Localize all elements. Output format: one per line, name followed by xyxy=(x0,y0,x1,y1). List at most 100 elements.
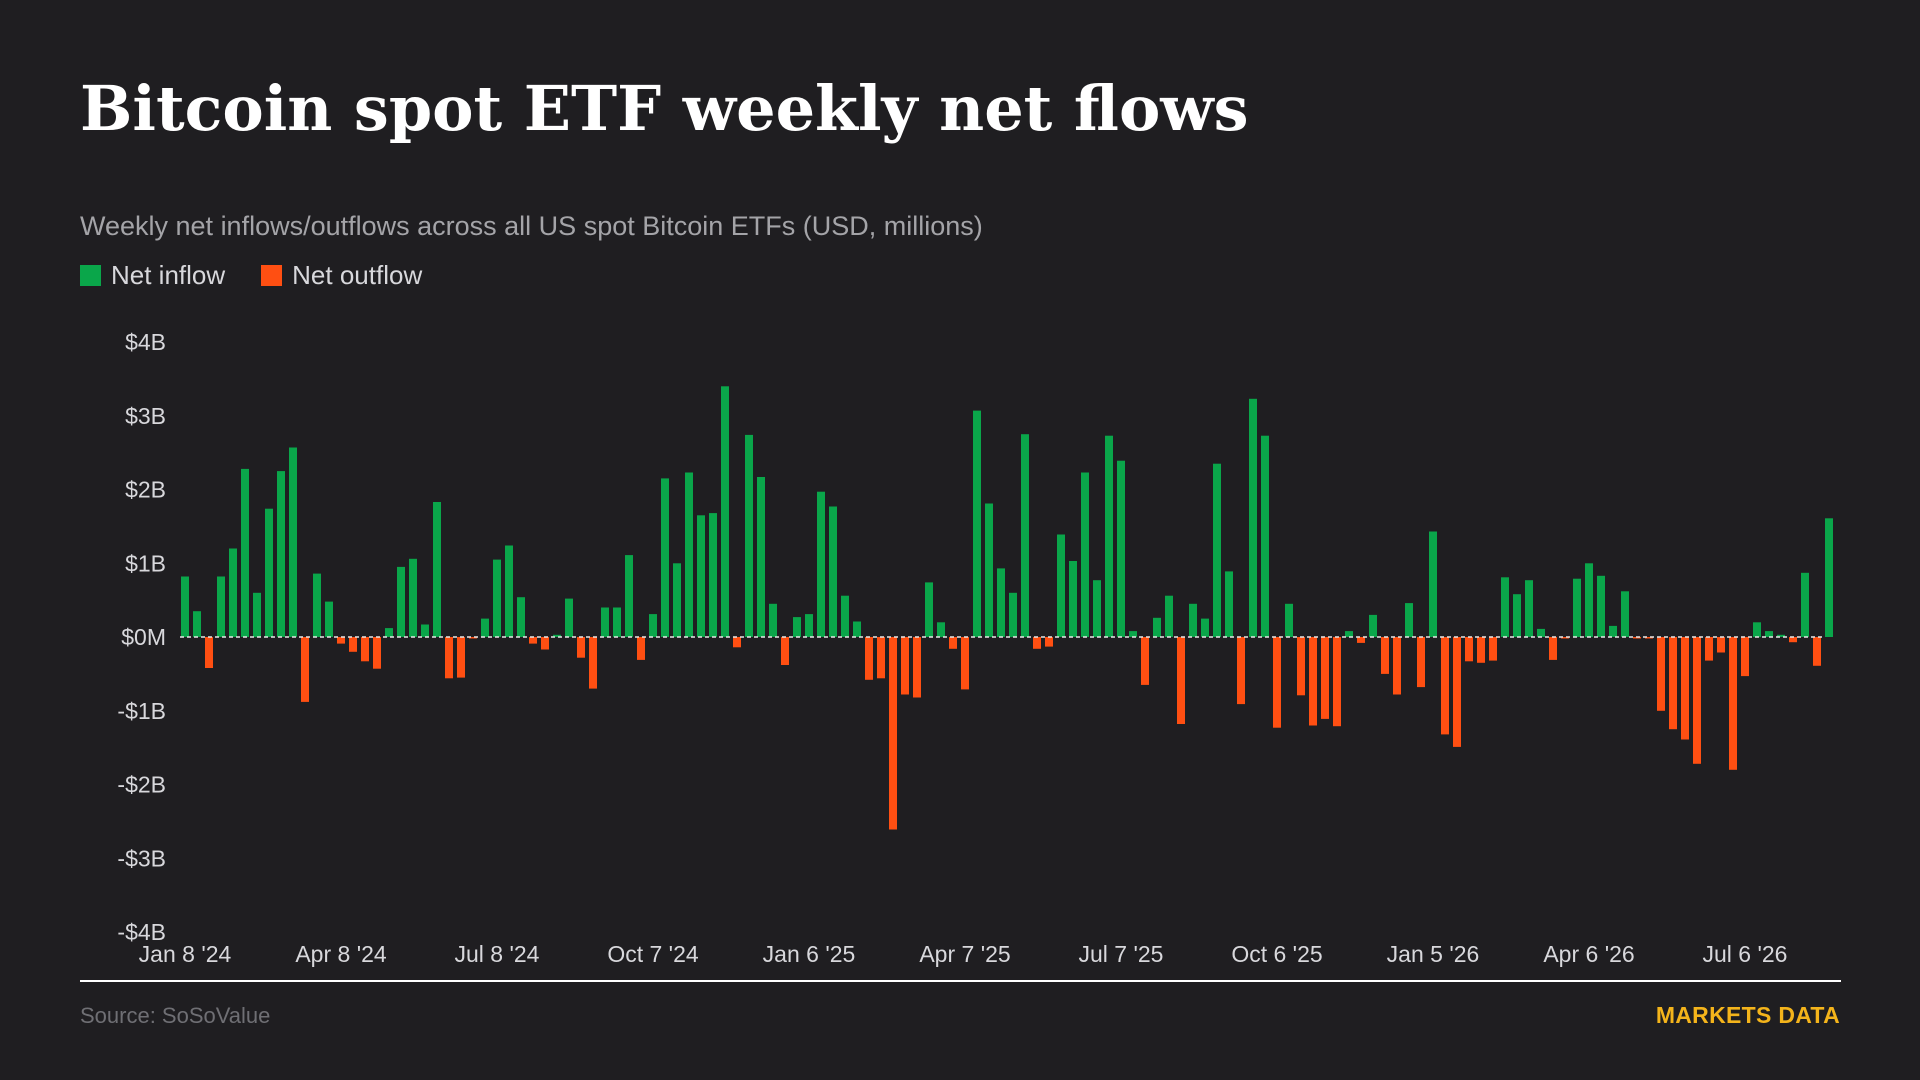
legend-item-inflow: Net inflow xyxy=(80,260,225,291)
x-tick-label: Jul 7 '25 xyxy=(1079,941,1164,967)
outflow-bar xyxy=(1561,637,1569,639)
outflow-bar xyxy=(529,637,537,644)
inflow-bar xyxy=(505,545,513,637)
inflow-bar xyxy=(649,614,657,637)
inflow-bar xyxy=(565,598,573,637)
inflow-bar xyxy=(1405,603,1413,637)
outflow-bar xyxy=(1177,637,1185,724)
outflow-bar xyxy=(1273,637,1281,728)
inflow-bar xyxy=(937,622,945,638)
brand-label: MARKETS DATA xyxy=(1655,1002,1840,1028)
footer-rule xyxy=(80,980,1841,982)
inflow-bar xyxy=(1201,618,1209,637)
outflow-bar xyxy=(1549,637,1557,660)
outflow-bar xyxy=(1789,637,1797,643)
y-tick-label: $1B xyxy=(125,550,166,576)
x-tick-label: Jan 6 '25 xyxy=(763,941,856,967)
inflow-bar xyxy=(601,607,609,637)
inflow-bar xyxy=(1609,625,1617,637)
inflow-bar xyxy=(1225,571,1233,637)
inflow-bar xyxy=(1513,594,1521,637)
inflow-bar xyxy=(277,471,285,637)
inflow-bar xyxy=(325,601,333,637)
inflow-bar xyxy=(985,503,993,637)
inflow-bar xyxy=(493,559,501,637)
outflow-bar xyxy=(1741,637,1749,677)
x-tick-label: Apr 8 '24 xyxy=(295,941,387,967)
inflow-bar xyxy=(229,548,237,637)
source-note: Source: SoSoValue xyxy=(80,1003,271,1028)
inflow-bar xyxy=(1537,628,1545,637)
inflow-bar xyxy=(1213,463,1221,637)
outflow-bar xyxy=(1141,637,1149,685)
inflow-bar xyxy=(769,603,777,637)
outflow-bar xyxy=(373,637,381,669)
outflow-bar xyxy=(205,637,213,668)
x-tick-label: Oct 6 '25 xyxy=(1231,941,1322,967)
outflow-bar xyxy=(1693,637,1701,764)
inflow-bar xyxy=(673,563,681,638)
inflow-bar xyxy=(1573,578,1581,637)
inflow-bar xyxy=(289,447,297,637)
inflow-bar xyxy=(805,614,813,637)
outflow-bar xyxy=(1477,637,1485,663)
inflow-bar xyxy=(661,478,669,637)
y-tick-label: $0M xyxy=(121,624,166,650)
outflow-bar xyxy=(1669,637,1677,730)
inflow-bar xyxy=(721,386,729,638)
outflow-bar xyxy=(457,637,465,678)
outflow-bar xyxy=(349,637,357,652)
inflow-bar xyxy=(1429,531,1437,637)
outflow-bar xyxy=(1393,637,1401,695)
inflow-bar xyxy=(1021,434,1029,637)
inflow-bar xyxy=(1153,617,1161,637)
inflow-bar xyxy=(1009,592,1017,638)
outflow-bar xyxy=(1489,637,1497,661)
inflow-bar xyxy=(1117,460,1125,637)
outflow-bar xyxy=(865,637,873,680)
inflow-bar xyxy=(1069,561,1077,637)
inflow-bar xyxy=(1825,518,1833,637)
y-tick-label: -$4B xyxy=(117,919,166,945)
inflow-bar xyxy=(1765,631,1773,637)
bar-chart: $4B $3B $2B $1B $0M -$1B -$2B -$3B -$4B Jan 8 '2… xyxy=(117,329,1833,967)
legend-label-outflow: Net outflow xyxy=(292,260,423,290)
outflow-bar xyxy=(469,637,477,639)
inflow-bar xyxy=(829,506,837,637)
outflow-bar xyxy=(1453,637,1461,747)
chart-subtitle: Weekly net inflows/outflows across all U… xyxy=(80,211,983,241)
inflow-bar xyxy=(697,515,705,637)
inflow-bar xyxy=(265,508,273,637)
inflow-bar xyxy=(625,555,633,637)
inflow-bar xyxy=(613,607,621,637)
inflow-bar xyxy=(1621,591,1629,637)
y-tick-label: -$3B xyxy=(117,845,166,871)
x-tick-label: Jan 5 '26 xyxy=(1387,941,1480,967)
inflow-bar xyxy=(1093,580,1101,637)
outflow-bar xyxy=(901,637,909,695)
inflow-bar xyxy=(409,558,417,637)
legend-label-inflow: Net inflow xyxy=(111,260,226,290)
inflow-bar xyxy=(1525,580,1533,637)
inflow-bar xyxy=(1057,534,1065,637)
inflow-bar xyxy=(1261,435,1269,637)
outflow-bar xyxy=(1321,637,1329,719)
inflow-bar xyxy=(745,434,753,637)
outflow-bar xyxy=(1645,637,1653,639)
outflow-bar xyxy=(541,637,549,650)
inflow-bar xyxy=(1501,577,1509,637)
inflow-bar xyxy=(757,477,765,637)
inflow-bar xyxy=(1585,563,1593,638)
inflow-bar xyxy=(1165,595,1173,637)
outflow-bar xyxy=(1681,637,1689,740)
outflow-bar xyxy=(733,637,741,648)
inflow-bar xyxy=(385,628,393,637)
outflow-swatch xyxy=(261,265,283,286)
outflow-bar xyxy=(1417,637,1425,688)
outflow-bar xyxy=(781,637,789,665)
inflow-bar xyxy=(1597,575,1605,637)
inflow-bar xyxy=(853,621,861,637)
inflow-bar xyxy=(193,611,201,637)
inflow-bar xyxy=(1081,472,1089,637)
inflow-bar xyxy=(433,502,441,637)
